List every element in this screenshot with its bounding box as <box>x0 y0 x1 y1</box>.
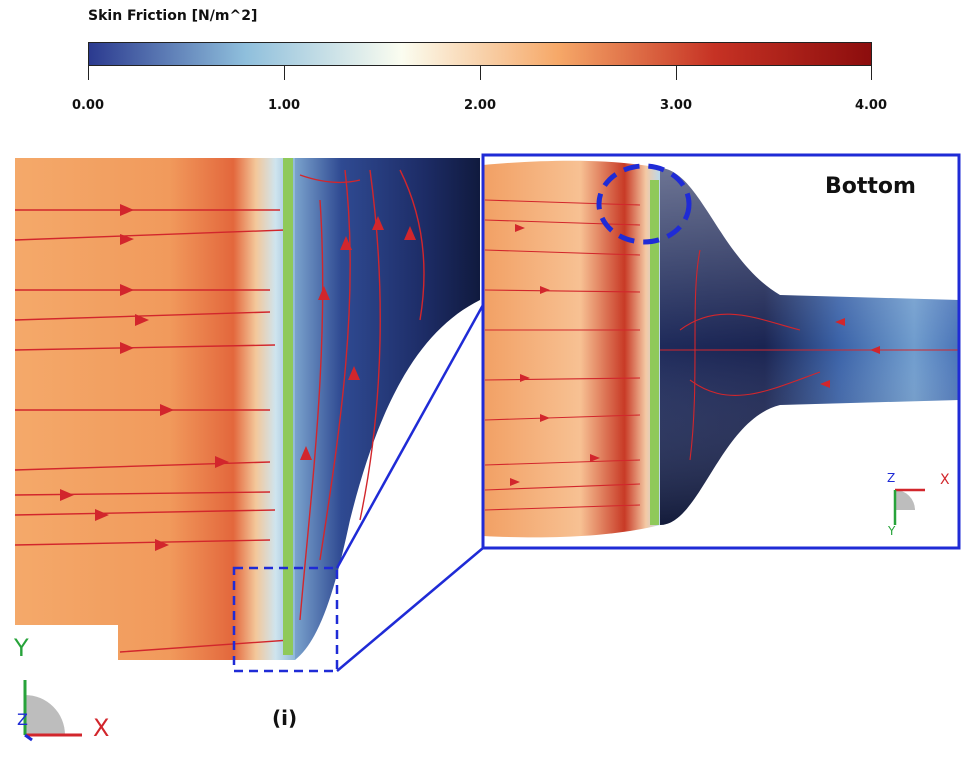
colorbar-tick-label: 0.00 <box>71 98 105 113</box>
colorbar-tick-label: 3.00 <box>659 98 693 113</box>
colorbar-tick <box>871 66 872 80</box>
main-streamline-arrows <box>60 204 416 551</box>
colorbar-title: Skin Friction [N/m^2] <box>88 8 258 24</box>
colorbar-tick <box>284 66 285 80</box>
marker-line-main <box>283 158 293 655</box>
zoom-connector-top <box>335 304 485 569</box>
inset-frame <box>481 153 961 550</box>
colorbar-tick-label: 1.00 <box>267 98 301 113</box>
inset-streamlines <box>484 199 959 511</box>
figure-label: (i) <box>272 706 298 730</box>
colorbar-tick-label: 4.00 <box>854 98 888 113</box>
zoom-region-box <box>232 566 339 673</box>
main-body-surface <box>15 158 295 660</box>
inset-streamline-arrows <box>510 224 880 486</box>
inset-title: Bottom <box>825 174 916 199</box>
colorbar-gradient <box>88 42 872 66</box>
main-axis-z-label: Z <box>17 710 28 729</box>
inset-axes-triad <box>893 488 925 525</box>
colorbar-tick <box>676 66 677 80</box>
inset-axis-x-label: X <box>940 472 950 488</box>
inset-body-surface <box>483 160 660 538</box>
zoom-connector-bottom <box>336 547 484 672</box>
main-streamlines <box>14 169 425 653</box>
colorbar-tick <box>88 66 89 80</box>
main-axes-triad <box>23 680 82 742</box>
colorbar-tick <box>480 66 481 80</box>
highlight-circle <box>596 163 692 245</box>
main-neck-surface <box>295 158 480 660</box>
main-axis-x-label: X <box>93 714 110 742</box>
inset-axis-y-label: Y <box>888 524 896 538</box>
colorbar-tick-label: 2.00 <box>463 98 497 113</box>
marker-line-inset <box>650 180 659 525</box>
main-axis-y-label: Y <box>14 634 29 662</box>
inset-axis-z-label: Z <box>887 471 896 485</box>
